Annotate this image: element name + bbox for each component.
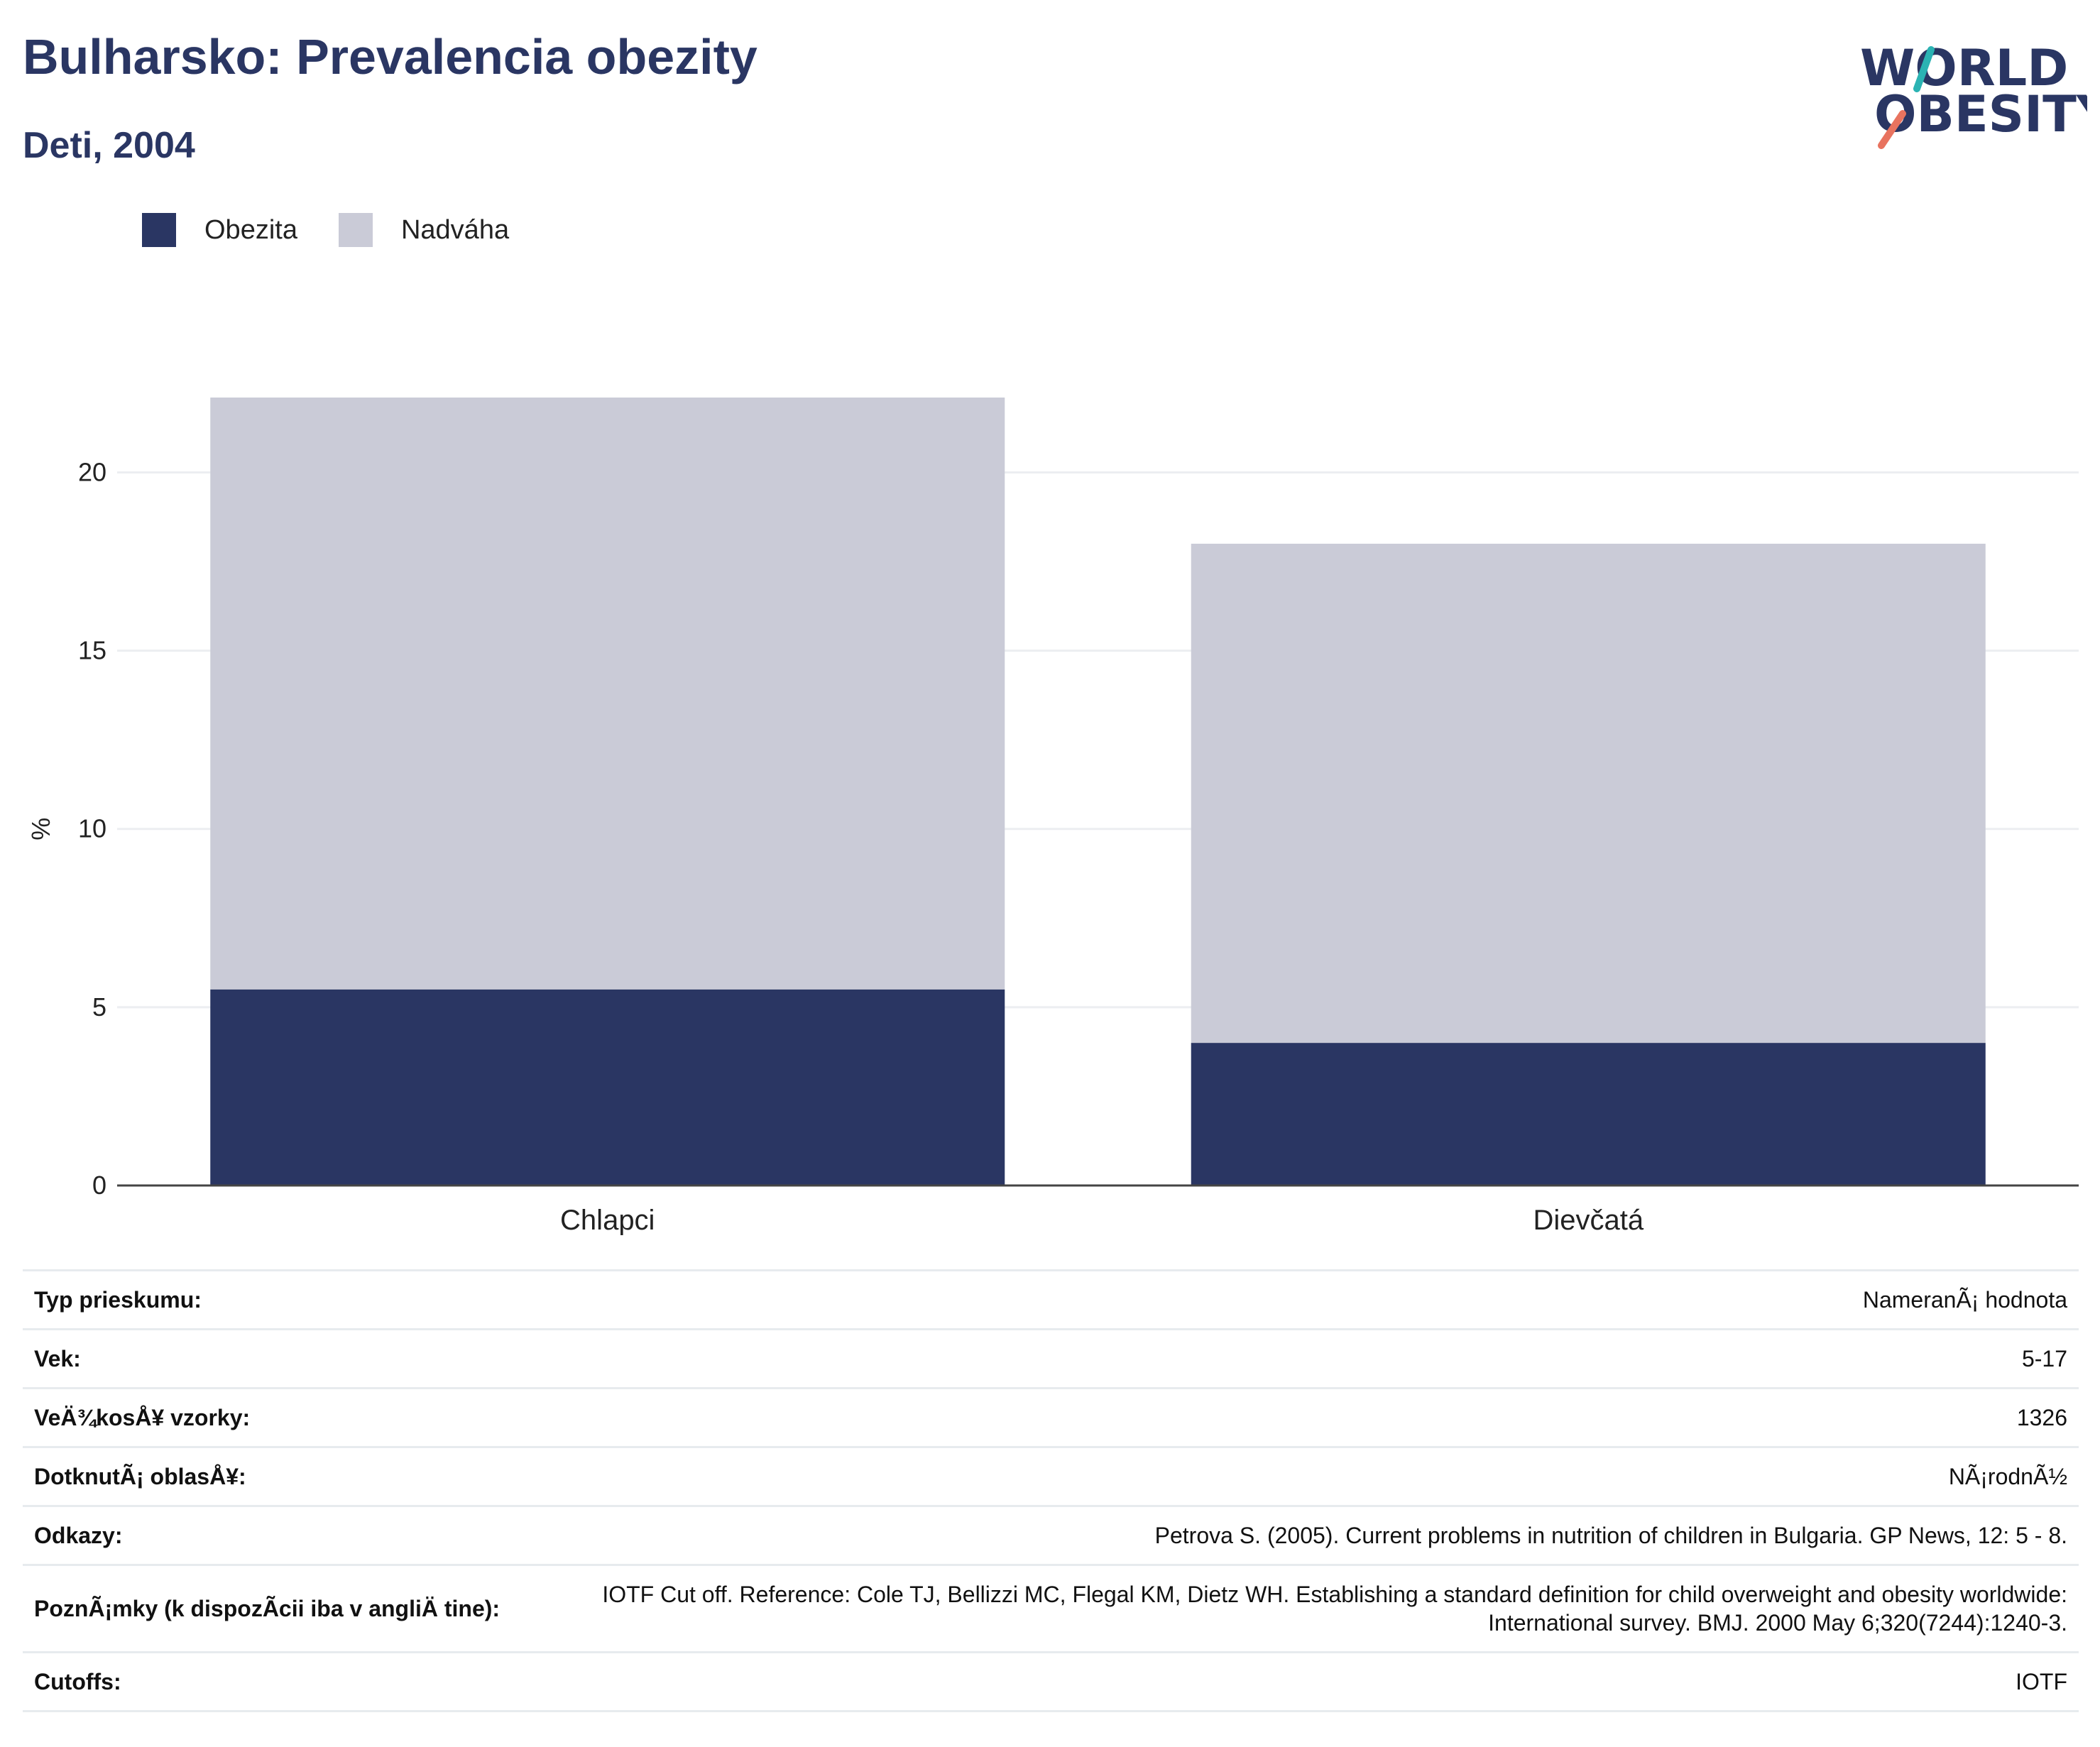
x-tick-label: Dievčatá (1533, 1205, 1644, 1235)
bar-overweight-1[interactable] (1191, 543, 1986, 1044)
world-obesity-logo: WORLD OBESITY (1860, 39, 2087, 149)
legend-item-obesity[interactable]: Obezita (142, 213, 297, 247)
legend-swatch-overweight (338, 213, 373, 247)
chart-legend: Obezita Nadváha (142, 213, 550, 247)
info-row-cutoffs: Cutoffs: IOTF (23, 1651, 2079, 1712)
info-value: NÃ¡rodnÃ½ (557, 1446, 2079, 1506)
info-row-notes: PoznÃ¡mky (k dispozÃcii iba v angliÄ tin… (23, 1564, 2079, 1653)
info-value: NameranÃ¡ hodnota (557, 1269, 2079, 1330)
info-row-age: Vek: 5-17 (23, 1328, 2079, 1389)
legend-label-obesity: Obezita (204, 214, 297, 245)
info-row-references: Odkazy: Petrova S. (2005). Current probl… (23, 1505, 2079, 1565)
y-tick-label: 0 (92, 1171, 106, 1200)
info-value: 5-17 (557, 1328, 2079, 1389)
logo-slash-red (1878, 110, 1906, 149)
bar-obesity-0[interactable] (210, 989, 1005, 1185)
info-value: IOTF Cut off. Reference: Cole TJ, Belliz… (557, 1564, 2079, 1653)
logo-slash-teal (1913, 46, 1935, 92)
info-label: Odkazy: (23, 1505, 557, 1565)
bar-chart: 0 5 10 15 20% Chlapci Dievčatá (26, 398, 2079, 1235)
info-value: Petrova S. (2005). Current problems in n… (557, 1505, 2079, 1565)
bar-obesity-1[interactable] (1191, 1043, 1986, 1185)
info-row-sample-size: VeÄ¾kosÅ¥ vzorky: 1326 (23, 1387, 2079, 1447)
y-tick-label: 5 (92, 992, 106, 1022)
info-label: DotknutÃ¡ oblasÅ¥: (23, 1446, 557, 1506)
legend-item-overweight[interactable]: Nadváha (338, 213, 510, 247)
logo-line-1: WORLD (1860, 39, 2068, 97)
info-label: Cutoffs: (23, 1651, 557, 1712)
logo-line-2: OBESITY (1874, 85, 2087, 143)
x-tick-label: Chlapci (560, 1205, 655, 1235)
info-label: Typ prieskumu: (23, 1269, 557, 1330)
y-tick-label: 15 (78, 636, 106, 665)
bar-overweight-0[interactable] (210, 398, 1005, 990)
chart-title: Bulharsko: Prevalencia obezity (23, 29, 758, 84)
y-tick-label: 20 (78, 457, 106, 486)
survey-info-table: Typ prieskumu: NameranÃ¡ hodnota Vek: 5-… (23, 1269, 2079, 1712)
info-row-survey-type: Typ prieskumu: NameranÃ¡ hodnota (23, 1269, 2079, 1330)
legend-swatch-obesity (142, 213, 176, 247)
info-label: PoznÃ¡mky (k dispozÃcii iba v angliÄ tin… (23, 1564, 557, 1653)
legend-label-overweight: Nadváha (400, 214, 510, 245)
info-label: Vek: (23, 1328, 557, 1389)
y-axis-label: % (26, 818, 55, 840)
chart-subtitle: Deti, 2004 (23, 125, 195, 166)
info-value: 1326 (557, 1387, 2079, 1447)
info-row-area: DotknutÃ¡ oblasÅ¥: NÃ¡rodnÃ½ (23, 1446, 2079, 1506)
info-value: IOTF (557, 1651, 2079, 1712)
y-tick-label: 10 (78, 814, 106, 843)
info-label: VeÄ¾kosÅ¥ vzorky: (23, 1387, 557, 1447)
